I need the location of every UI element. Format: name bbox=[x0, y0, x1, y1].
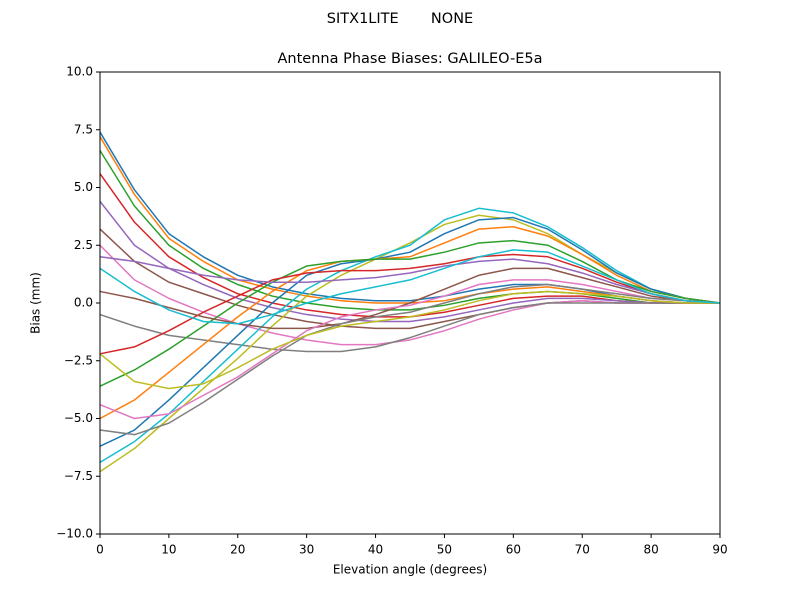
y-tick-label: −10.0 bbox=[56, 527, 93, 541]
suptitle: SITX1LITE NONE bbox=[327, 11, 473, 27]
data-line bbox=[99, 256, 721, 304]
y-tick-label: 5.0 bbox=[74, 180, 93, 194]
x-tick-label: 10 bbox=[161, 543, 176, 557]
y-tick-label: −5.0 bbox=[64, 411, 93, 425]
y-tick-label: −7.5 bbox=[64, 469, 93, 483]
x-tick-label: 80 bbox=[643, 543, 658, 557]
x-tick-label: 50 bbox=[437, 543, 452, 557]
data-line bbox=[99, 150, 720, 311]
data-line bbox=[99, 249, 721, 325]
x-tick-label: 70 bbox=[575, 543, 590, 557]
x-tick-label: 40 bbox=[368, 543, 383, 557]
data-line bbox=[99, 216, 721, 447]
y-tick-label: −2.5 bbox=[64, 353, 93, 367]
y-tick-label: 10.0 bbox=[66, 65, 93, 79]
y-axis-label: Bias (mm) bbox=[29, 272, 43, 334]
chart-title: Antenna Phase Biases: GALILEO-E5a bbox=[278, 51, 543, 67]
x-tick-label: 60 bbox=[506, 543, 521, 557]
x-axis-label: Elevation angle (degrees) bbox=[333, 563, 487, 577]
x-tick-label: 90 bbox=[712, 543, 727, 557]
x-tick-label: 0 bbox=[96, 543, 104, 557]
data-line bbox=[99, 253, 721, 355]
data-line bbox=[99, 290, 720, 390]
x-tick-label: 20 bbox=[230, 543, 245, 557]
data-line bbox=[99, 302, 720, 353]
data-line bbox=[99, 267, 721, 330]
data-line bbox=[99, 279, 721, 420]
y-tick-label: 7.5 bbox=[74, 122, 93, 136]
y-tick-label: 0.0 bbox=[74, 296, 93, 310]
y-tick-label: 2.5 bbox=[74, 238, 93, 252]
x-tick-label: 30 bbox=[299, 543, 314, 557]
data-line bbox=[99, 200, 720, 323]
data-line bbox=[99, 283, 721, 436]
data-line bbox=[99, 226, 721, 420]
data-line bbox=[99, 207, 721, 464]
